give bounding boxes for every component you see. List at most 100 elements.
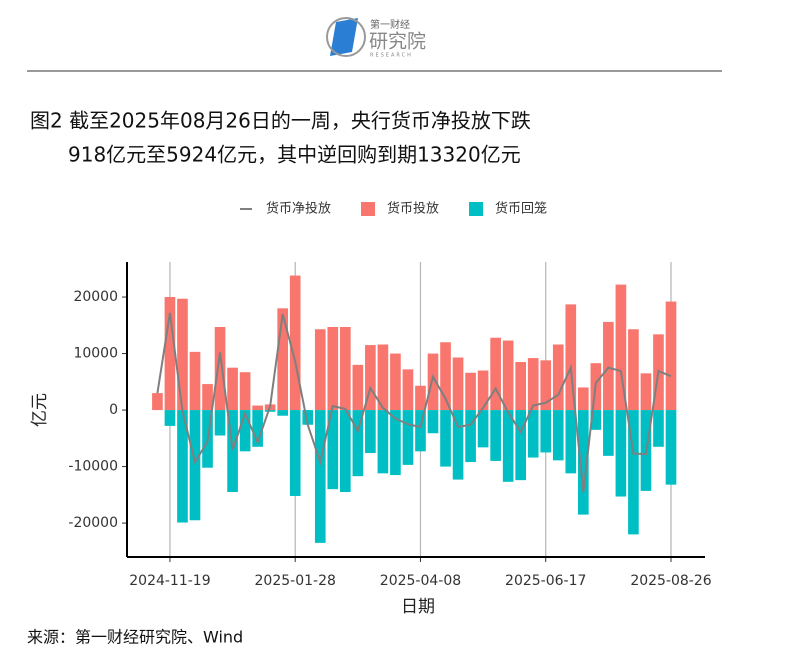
bar xyxy=(202,384,213,411)
bar xyxy=(477,410,489,448)
bar xyxy=(465,372,476,411)
bar xyxy=(427,353,439,411)
legend-label: 货币净投放 xyxy=(266,201,331,217)
x-tick-label: 2025-08-26 xyxy=(630,573,711,589)
legend-swatch xyxy=(469,202,484,216)
bar xyxy=(465,410,476,463)
bar xyxy=(264,410,276,412)
bar xyxy=(214,410,226,436)
bar xyxy=(527,410,539,458)
bar xyxy=(314,329,326,411)
bar xyxy=(377,344,389,411)
bar xyxy=(490,410,501,461)
bar xyxy=(365,410,376,454)
bar xyxy=(252,410,263,447)
bar xyxy=(515,362,527,411)
bar xyxy=(590,410,602,430)
bar xyxy=(415,385,426,411)
bar xyxy=(164,410,176,426)
bar xyxy=(164,297,176,411)
bar xyxy=(515,410,527,481)
bar xyxy=(339,326,351,411)
bar xyxy=(552,344,564,411)
bar xyxy=(289,275,301,411)
bar xyxy=(352,410,364,477)
bar xyxy=(615,284,627,411)
bar xyxy=(152,393,163,411)
bar xyxy=(327,410,339,490)
title: 918亿元至5924亿元，其中逆回购到期13320亿元 xyxy=(68,143,521,167)
bar xyxy=(628,329,639,411)
bar xyxy=(628,410,639,535)
legend-label: 货币回笼 xyxy=(495,201,547,217)
bar xyxy=(502,410,514,482)
source: 来源：第一财经研究院、Wind xyxy=(27,628,243,647)
legend-label: 货币投放 xyxy=(387,201,439,217)
bar xyxy=(214,326,226,411)
bar xyxy=(189,351,201,411)
bar xyxy=(289,410,301,496)
bar xyxy=(490,337,501,411)
bar xyxy=(452,410,464,480)
bar xyxy=(239,410,251,452)
x-tick-label: 2025-04-08 xyxy=(380,573,461,589)
logo-icon xyxy=(330,18,358,56)
bar xyxy=(189,410,201,521)
bar xyxy=(653,410,664,447)
bar xyxy=(540,360,552,411)
x-tick-label: 2025-01-28 xyxy=(255,573,336,589)
bar xyxy=(239,372,251,411)
logo-main: 研究院 xyxy=(369,31,426,53)
bar xyxy=(502,340,514,411)
bar xyxy=(390,353,401,411)
bar xyxy=(402,369,414,411)
bar xyxy=(277,410,289,416)
bar xyxy=(339,410,351,493)
y-tick-label: 10000 xyxy=(73,346,118,362)
y-tick-label: -20000 xyxy=(68,515,118,531)
y-axis-label: 亿元 xyxy=(30,393,50,427)
logo-top: 第一财经 xyxy=(370,18,410,31)
logo-ring xyxy=(326,17,366,57)
bar xyxy=(565,410,577,474)
bar xyxy=(302,410,314,425)
bar xyxy=(227,367,238,411)
logo: 第一财经 研究院 RESEARCH xyxy=(326,17,426,59)
bar xyxy=(577,410,589,515)
bar xyxy=(540,410,552,453)
bar xyxy=(615,410,627,497)
bar xyxy=(665,301,677,411)
bar xyxy=(177,298,188,411)
bar xyxy=(177,410,188,523)
bar xyxy=(365,345,376,411)
y-tick-label: 20000 xyxy=(73,289,118,305)
bar xyxy=(415,410,426,452)
bar xyxy=(377,410,389,474)
x-tick-label: 2024-11-19 xyxy=(129,573,210,589)
x-axis-label: 日期 xyxy=(401,597,435,617)
bar xyxy=(603,410,614,456)
bar xyxy=(352,364,364,411)
bar xyxy=(665,410,677,485)
bar xyxy=(427,410,439,434)
bar xyxy=(640,373,652,411)
bar xyxy=(402,410,414,465)
title: 图2 截至2025年08月26日的一周，央行货币净投放下跌 xyxy=(30,109,531,133)
bar xyxy=(552,410,564,461)
bar xyxy=(252,405,263,411)
bar xyxy=(440,410,451,467)
y-tick-label: -10000 xyxy=(68,459,118,475)
bar xyxy=(527,358,539,411)
bar xyxy=(390,410,401,476)
bar xyxy=(314,410,326,543)
legend-swatch xyxy=(361,202,376,216)
logo-sub: RESEARCH xyxy=(370,53,413,59)
plot: 2024-11-19 2025-01-28 2025-04-08 2025-06-17… xyxy=(68,201,711,590)
bar xyxy=(477,370,489,411)
bar xyxy=(227,410,238,493)
bar xyxy=(577,387,589,411)
line xyxy=(156,312,672,493)
bar xyxy=(327,326,339,411)
bar xyxy=(452,357,464,411)
